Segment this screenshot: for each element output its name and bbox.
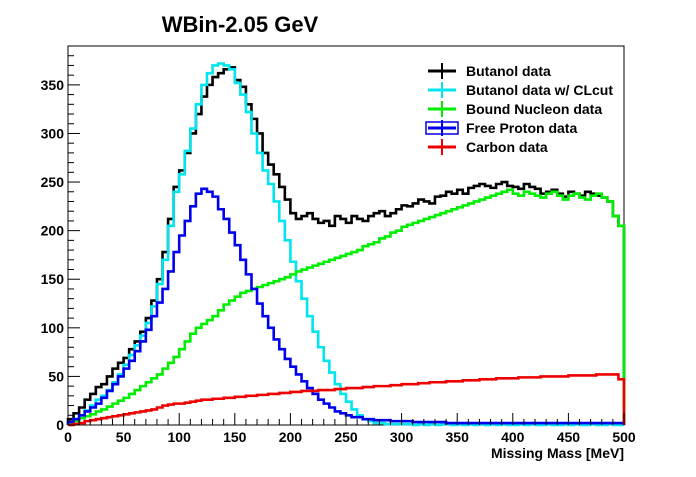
y-tick-label: 150 [41,271,65,287]
series-line-2 [66,188,626,425]
legend-label: Butanol data [466,63,551,79]
x-tick-label: 450 [557,429,581,445]
chart-title: WBin-2.05 GeV [162,12,319,37]
x-tick-label: 50 [116,429,132,445]
legend-label: Carbon data [466,139,548,155]
series-line-0 [66,66,626,425]
y-tick-label: 0 [56,417,64,433]
y-tick-label: 300 [41,125,65,141]
legend-label: Butanol data w/ CLcut [466,82,613,98]
legend-label: Bound Nucleon data [466,101,602,117]
x-tick-label: 250 [334,429,358,445]
legend-label: Free Proton data [466,120,577,136]
series-line-1 [66,62,624,427]
x-tick-label: 0 [64,429,72,445]
y-tick-label: 100 [41,320,65,336]
x-tick-label: 400 [501,429,525,445]
x-tick-label: 500 [612,429,636,445]
series-line-3 [66,187,626,425]
series-line-4 [68,373,626,427]
y-tick-label: 250 [41,174,65,190]
y-tick-label: 350 [41,77,65,93]
x-axis-label: Missing Mass [MeV] [491,445,624,461]
x-tick-label: 200 [279,429,303,445]
x-tick-label: 350 [446,429,470,445]
x-tick-label: 100 [168,429,192,445]
legend: Butanol data Butanol data w/ CLcut Bound N… [425,63,613,155]
x-tick-label: 150 [223,429,247,445]
y-tick-label: 200 [41,223,65,239]
x-tick-label: 300 [390,429,414,445]
y-tick-label: 50 [48,368,64,384]
